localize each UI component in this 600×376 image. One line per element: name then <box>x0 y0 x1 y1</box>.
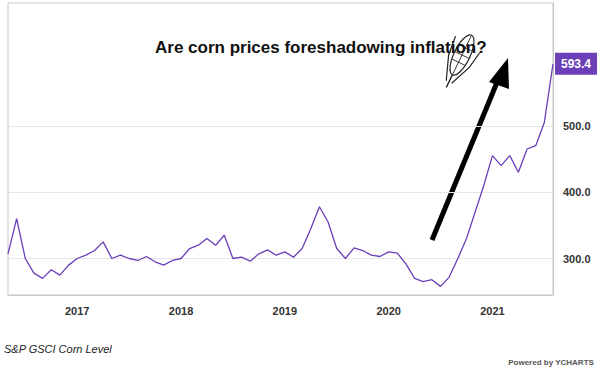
svg-text:2017: 2017 <box>65 305 89 317</box>
svg-text:S&P GSCI Corn Level: S&P GSCI Corn Level <box>4 343 112 355</box>
svg-text:400.0: 400.0 <box>563 186 591 198</box>
svg-text:593.4: 593.4 <box>561 57 591 71</box>
svg-text:2019: 2019 <box>273 305 297 317</box>
svg-text:2021: 2021 <box>480 305 504 317</box>
svg-text:Powered by YCHARTS: Powered by YCHARTS <box>508 358 594 367</box>
svg-text:2020: 2020 <box>376 305 400 317</box>
svg-text:2018: 2018 <box>169 305 193 317</box>
svg-text:300.0: 300.0 <box>563 253 591 265</box>
svg-text:500.0: 500.0 <box>563 120 591 132</box>
svg-text:Are corn prices foreshadowing: Are corn prices foreshadowing inflation? <box>155 38 487 57</box>
